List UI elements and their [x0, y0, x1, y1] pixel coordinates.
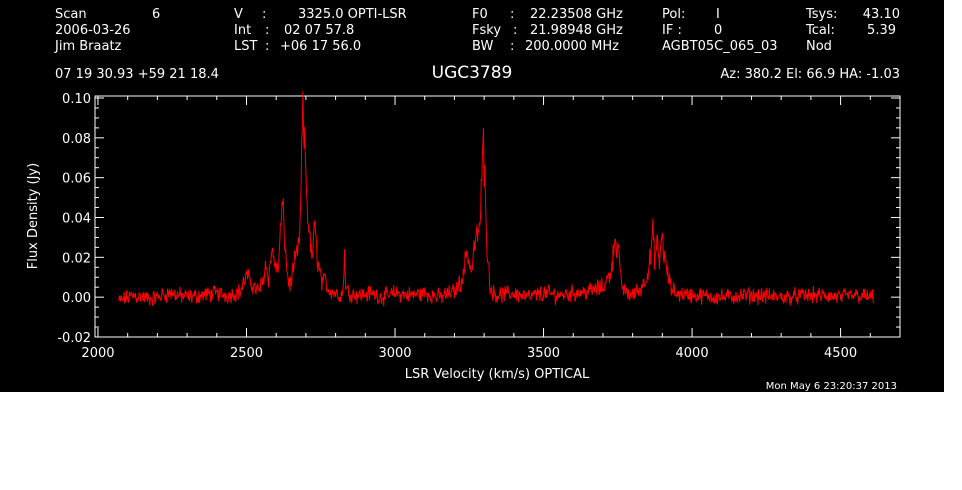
fsky-sep: :: [513, 23, 517, 38]
f0-label: F0: [472, 7, 488, 22]
y-tick-label: 0.04: [62, 211, 91, 226]
velocity-sep: :: [262, 7, 266, 22]
x-tick-label: 2500: [230, 346, 263, 361]
y-tick-label: 0.00: [62, 291, 91, 306]
project-id: AGBT05C_065_03: [662, 39, 778, 54]
lst-label: LST: [234, 39, 257, 54]
if-value: 0: [714, 23, 722, 38]
bandwidth-label: BW: [472, 39, 493, 54]
timestamp: Mon May 6 23:20:37 2013: [766, 381, 897, 392]
axis-ticks: [95, 96, 901, 338]
plot-panel: Scan 6 V : 3325.0 OPTI-LSR F0 : 22.23508…: [0, 0, 944, 392]
fsky-label: Fsky: [472, 23, 501, 38]
tcal-label: Tcal:: [805, 23, 835, 38]
y-tick-label: 0.08: [62, 132, 91, 147]
pol-label: Pol:: [662, 7, 685, 22]
axis-tick-labels: 2000 2500 3000 3500 4000 4500 -0.02 0.00 0.02 0.0…: [57, 92, 857, 361]
tsys-value: 43.10: [863, 7, 900, 22]
pol-value: I: [716, 7, 720, 22]
observer-name: Jim Braatz: [54, 39, 122, 54]
scan-value: 6: [152, 7, 160, 22]
y-tick-label: -0.02: [57, 331, 91, 346]
if-label: IF :: [662, 23, 682, 38]
bandwidth-sep: :: [510, 39, 514, 54]
integration-value: 02 07 57.8: [284, 23, 354, 38]
x-tick-label: 2000: [81, 346, 114, 361]
spectrum-series-line: [118, 91, 874, 307]
bandwidth-value: 200.0000 MHz: [525, 39, 619, 54]
fsky-value: 21.98948 GHz: [530, 23, 623, 38]
lst-value: +06 17 56.0: [280, 39, 361, 54]
y-axis-label: Flux Density (Jy): [26, 163, 41, 269]
y-tick-label: 0.02: [62, 251, 91, 266]
integration-label: Int: [234, 23, 251, 38]
lst-sep: :: [265, 39, 269, 54]
f0-sep: :: [510, 7, 514, 22]
velocity-label: V: [234, 7, 243, 22]
plot-frame: [94, 95, 901, 338]
y-tick-label: 0.10: [62, 92, 91, 107]
source-coordinates: 07 19 30.93 +59 21 18.4: [55, 67, 219, 82]
x-tick-label: 4000: [676, 346, 709, 361]
observing-mode: Nod: [806, 39, 832, 54]
tsys-label: Tsys:: [805, 7, 837, 22]
pointing-info: Az: 380.2 El: 66.9 HA: -1.03: [720, 67, 900, 82]
velocity-value: 3325.0 OPTI-LSR: [298, 7, 407, 22]
x-tick-label: 3500: [527, 346, 560, 361]
x-axis-label: LSR Velocity (km/s) OPTICAL: [405, 367, 590, 382]
x-tick-label: 3000: [378, 346, 411, 361]
spectrum-chart: Scan 6 V : 3325.0 OPTI-LSR F0 : 22.23508…: [26, 7, 901, 392]
integration-sep: :: [265, 23, 269, 38]
scan-label: Scan: [55, 7, 87, 22]
source-name: UGC3789: [432, 63, 513, 83]
observation-date: 2006-03-26: [55, 23, 131, 38]
y-tick-label: 0.06: [62, 172, 91, 187]
x-tick-label: 4500: [824, 346, 857, 361]
tcal-value: 5.39: [867, 23, 896, 38]
f0-value: 22.23508 GHz: [530, 7, 623, 22]
